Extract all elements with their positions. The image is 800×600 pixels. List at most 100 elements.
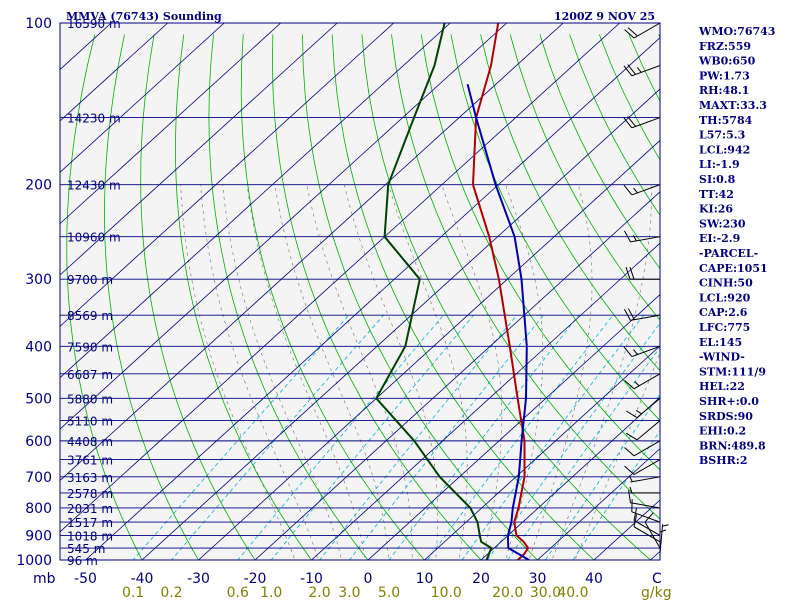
isotherm-line [198,139,660,560]
index-value: L57:5.3 [699,129,745,142]
temperature-tick-label: -40 [131,571,154,587]
sounding-profiles [375,23,530,560]
moist-adiabat-line [528,184,593,560]
height-level-label: 3761 m [67,454,113,468]
index-value: EI:-2.9 [699,232,740,245]
pressure-tick-label: 700 [25,470,52,486]
wind-barb [623,308,661,321]
dry-adiabat-line [66,34,143,560]
moist-adiabat-line [222,184,343,560]
wind-barb [624,459,661,475]
wind-barb [659,524,669,555]
time-title: 1200Z 9 NOV 25 [554,10,655,23]
mixing-ratio-unit-label: g/kg [641,585,672,600]
pressure-tick-label: 500 [25,391,52,407]
station-title: MMVA (76743) Sounding [66,10,222,23]
height-level-label: 96 m [67,554,98,568]
wind-barb [623,230,661,243]
height-level-label: 6687 m [67,368,113,382]
mixing-ratio-line [461,314,644,560]
height-level-label: 14230 m [67,112,121,126]
height-level-label: 3163 m [67,471,113,485]
height-level-label: 5880 m [67,392,113,406]
wind-barb [633,507,661,536]
isotherm-line [60,23,338,276]
isotherm-line [311,242,660,560]
wind-barb [624,22,661,39]
height-level-label: 545 m [67,542,105,556]
wind-barb [624,440,661,457]
isotherm-line [60,23,620,533]
isotherm-line [85,37,660,560]
temperature-tick-label: -20 [244,571,267,587]
isotherm-line [60,23,281,225]
dry-adiabat-line [450,34,660,422]
temperature-tick-label: 20 [472,571,490,587]
dry-adiabat-line [175,34,312,560]
isotherm-line [60,23,451,379]
height-level-label: 2578 m [67,487,113,501]
height-level-label: 8569 m [67,309,113,323]
wind-barb [625,397,661,419]
isotherm-line [254,191,660,560]
mixing-ratio-line [487,322,660,560]
parcel-profile-line [466,83,530,560]
mixing-ratio-labels: 0.1 0.2 0.6 1.0 2.0 3.0 5.0 10.0 20.0 30.040.0 [122,585,589,600]
index-value: EHI:0.2 [699,425,746,438]
pressure-tick-label: 300 [25,272,52,288]
index-value: SHR+:0.0 [699,395,759,408]
wind-barb [623,345,661,358]
index-value: -WIND- [699,351,745,364]
temperature-tick-label: -50 [74,571,97,587]
wind-barb [629,486,660,494]
moist-adiabat-line [574,351,660,560]
isotherm-line [60,23,564,481]
dry-adiabat-line [391,34,660,520]
mixing-ratio-tick-label: 0.6 [227,585,249,600]
index-value: FRZ:559 [699,40,751,53]
height-level-label: 4408 m [67,435,113,449]
mixing-ratio-line [132,314,350,560]
pressure-tick-label: 1000 [16,553,52,569]
moist-adiabat-line [306,184,413,560]
index-value: CAPE:1051 [699,262,768,275]
dry-adiabat-line [140,34,256,560]
wind-barbs [623,22,669,560]
temperature-tick-label: 30 [529,571,547,587]
temperature-tick-label: 10 [416,571,434,587]
isotherm-line [480,396,660,560]
moist-adiabat-line [200,184,319,560]
dry-adiabat-line [302,34,539,560]
wind-barb [623,184,661,196]
height-level-label: 2031 m [67,502,113,516]
isotherm-line [60,23,225,173]
mixing-ratio-tick-label: 3.0 [338,585,360,600]
wind-barb [631,499,661,523]
index-value: BRN:489.8 [699,439,766,452]
wind-barb [644,512,661,549]
index-value: -PARCEL- [699,247,758,260]
height-labels: 16590 m 14230 m 12430 m 10960 m 9700 m 8569 m… [67,17,121,568]
isobars [60,23,660,560]
index-value: PW:1.73 [699,69,750,82]
index-value: SW:230 [699,217,746,230]
isotherm-line [60,23,394,327]
pressure-tick-label: 900 [25,528,52,544]
dry-adiabat-line [104,34,199,560]
index-value: LCL:942 [699,143,750,156]
height-level-label: 12430 m [67,179,121,193]
isotherm-line [60,23,507,430]
moist-adiabat-line [246,184,366,560]
dry-adiabat-line [480,34,660,372]
moist-adiabat-line [551,184,652,560]
dry-adiabat-line [361,34,652,560]
wind-barb [623,64,661,77]
mixing-ratio-tick-label: 20.0 [492,585,523,600]
index-value: LCL:920 [699,291,751,304]
height-level-label: 16590 m [67,17,121,31]
height-level-label: 10960 m [67,231,121,245]
wind-barb [625,420,661,441]
dry-adiabat-line [509,34,660,321]
wind-barb [625,267,660,280]
